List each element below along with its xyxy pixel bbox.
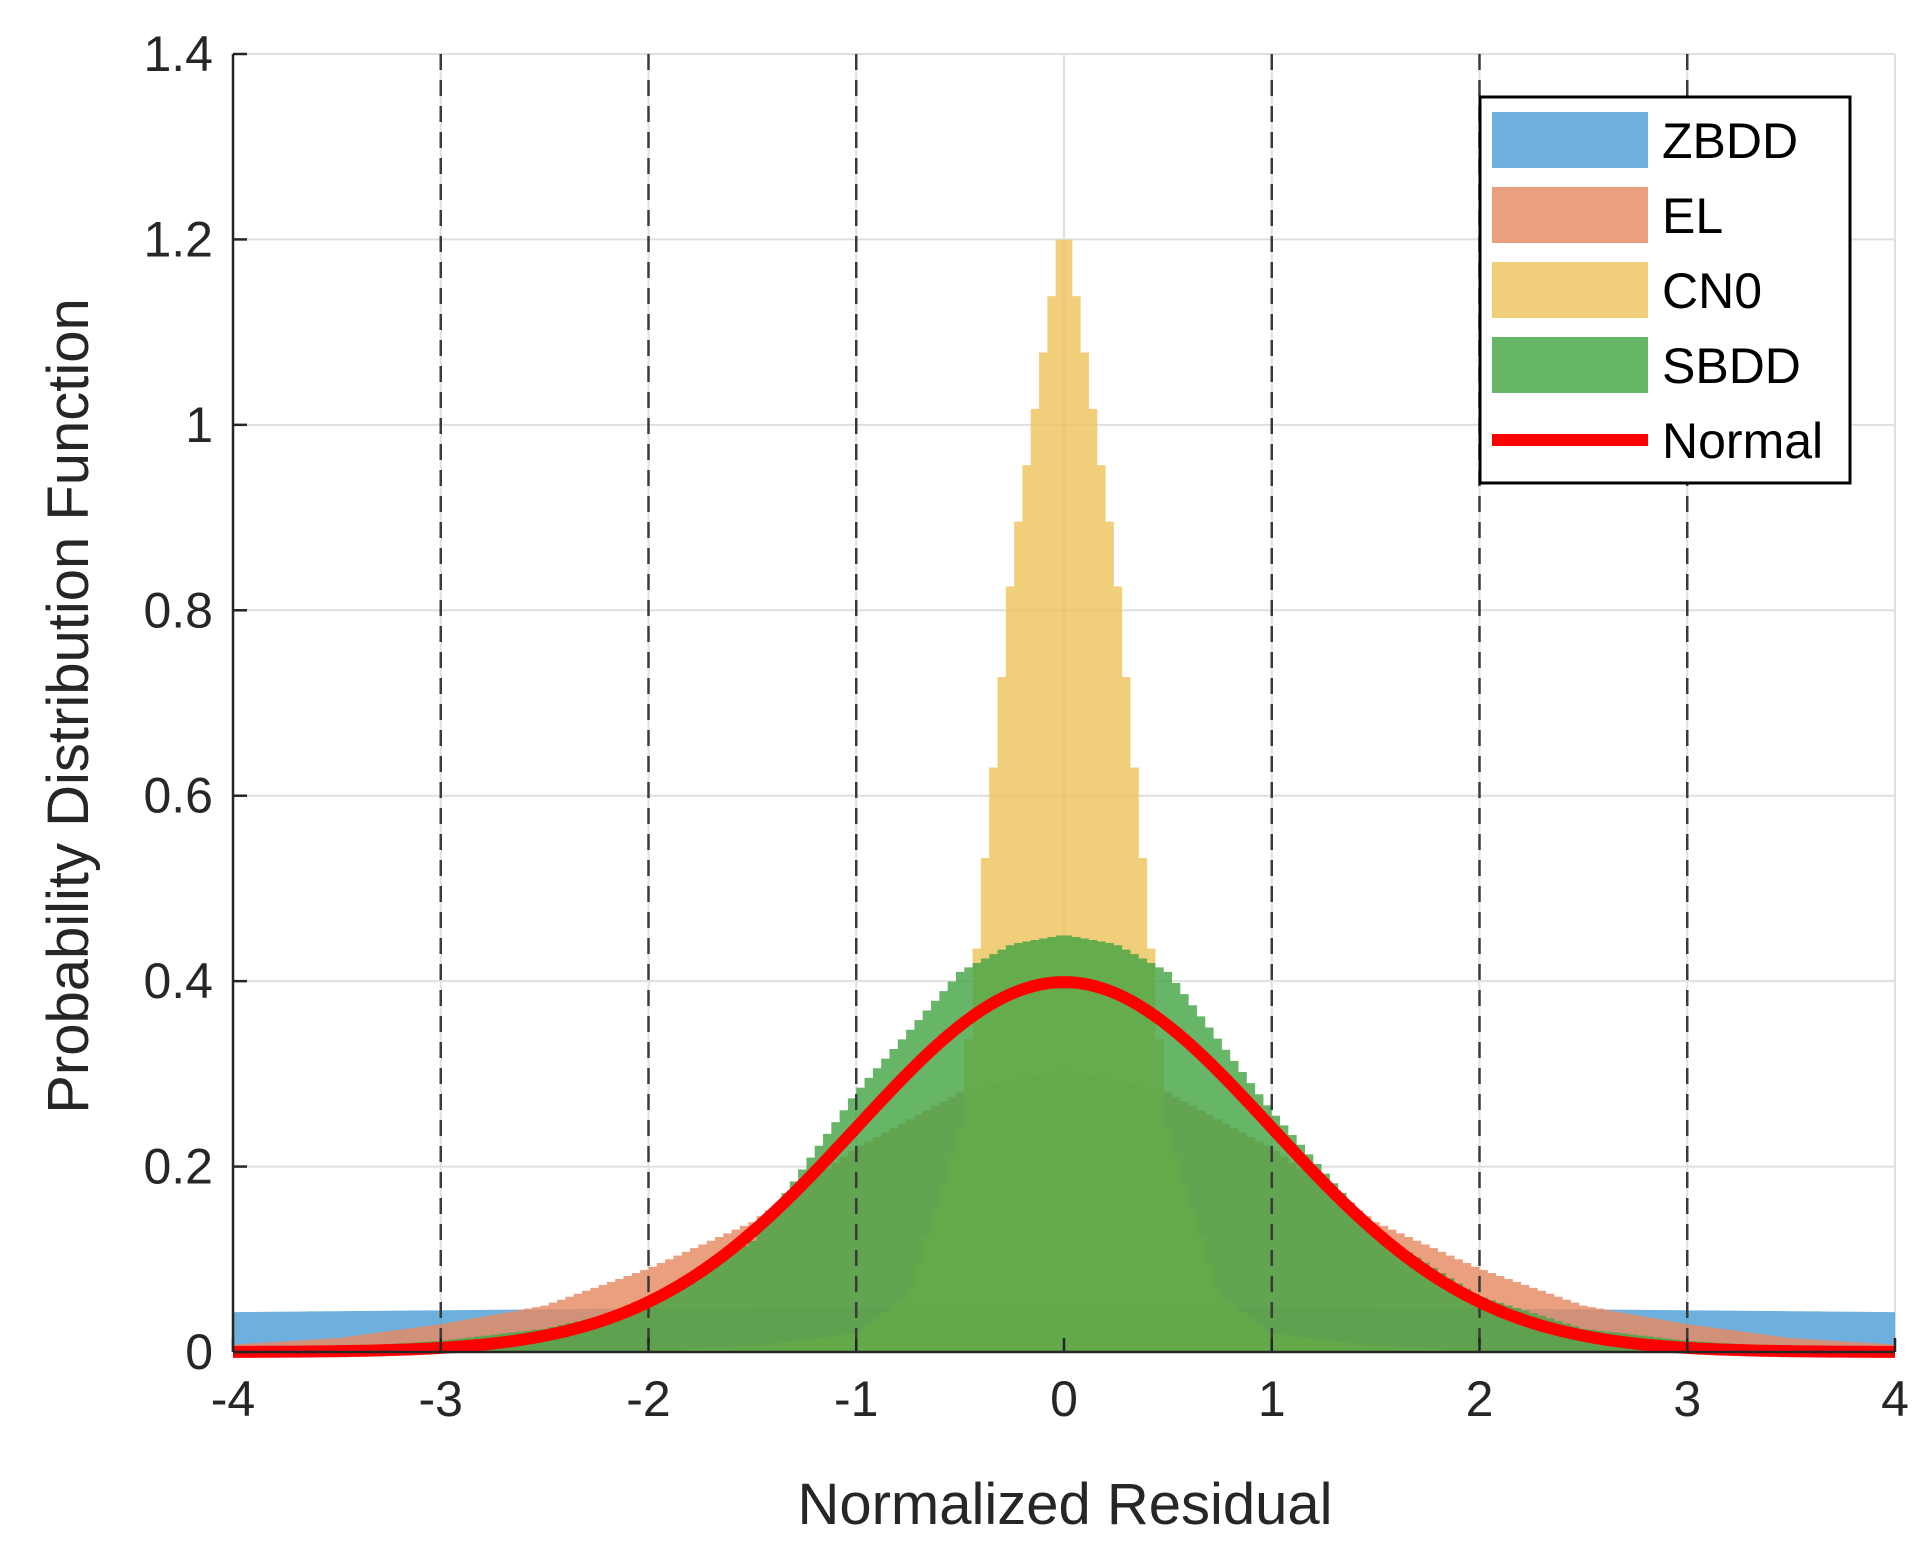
x-tick-label: -1	[834, 1371, 878, 1427]
axes	[231, 52, 1897, 1354]
legend-swatch-cn0	[1492, 262, 1648, 318]
y-tick-label: 0.6	[143, 768, 213, 824]
y-tick-label: 0	[185, 1324, 213, 1380]
normal-curve	[231, 976, 1897, 1358]
y-tick-label: 0.2	[143, 1139, 213, 1195]
y-tick-label: 1.4	[143, 26, 213, 82]
x-tick-label: 3	[1673, 1371, 1701, 1427]
y-tick-label: 1.2	[143, 211, 213, 267]
legend-swatch-el	[1492, 187, 1648, 243]
x-tick-label: 0	[1050, 1371, 1078, 1427]
x-tick-label: 4	[1881, 1371, 1909, 1427]
x-tick-label: -4	[211, 1371, 255, 1427]
x-axis-title: Normalized Residual	[797, 1472, 1332, 1537]
y-tick-label: 0.4	[143, 953, 213, 1009]
legend-label-sbdd: SBDD	[1662, 338, 1801, 394]
legend-label-cn0: CN0	[1662, 263, 1762, 319]
legend-label-el: EL	[1662, 188, 1723, 244]
y-tick-label: 0.8	[143, 582, 213, 638]
x-tick-label: 1	[1258, 1371, 1286, 1427]
legend-label-normal: Normal	[1662, 413, 1823, 469]
legend-swatch-sbdd	[1492, 337, 1648, 393]
legend-swatch-zbdd	[1492, 112, 1648, 168]
x-tick-label: 2	[1466, 1371, 1494, 1427]
y-tick-label: 1	[185, 397, 213, 453]
legend-label-zbdd: ZBDD	[1662, 113, 1798, 169]
tick-labels: -4 -3 -2 -1 0 1 2 3 4 0 0.2 0.4 0.6 0.8 1 1.2 1.4	[143, 26, 1908, 1427]
normal-curve-layer	[231, 976, 1897, 1358]
legend: ZBDD EL CN0 SBDD Normal	[1478, 95, 1852, 485]
histogram-sbdd	[233, 935, 1895, 1352]
y-axis-title: Probability Distribution Function	[36, 298, 101, 1114]
x-tick-label: -3	[419, 1371, 463, 1427]
histogram-cn0	[233, 239, 1895, 1352]
x-tick-label: -2	[626, 1371, 670, 1427]
